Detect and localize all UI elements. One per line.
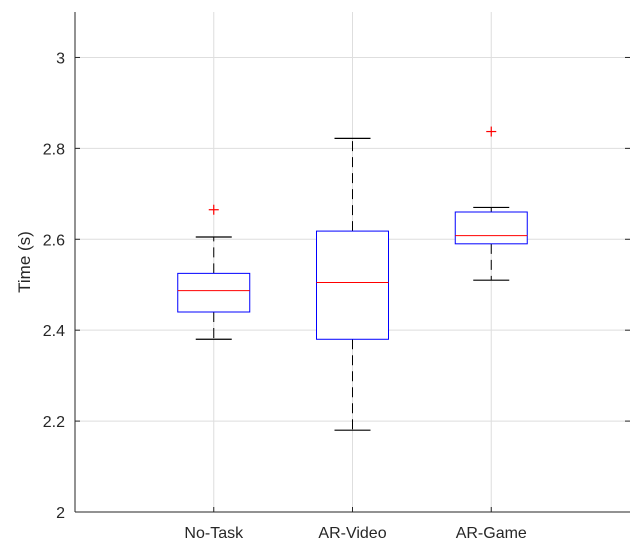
- y-tick-label: 2.8: [43, 141, 65, 158]
- box-group-no-task: [177, 204, 251, 340]
- axes-layer: 2 2.2 2.4 2.6 2.8 3 No-Task AR-Video AR-Game: [43, 12, 630, 542]
- outlier-marker: [486, 126, 497, 137]
- boxes-layer: [177, 126, 528, 431]
- y-tick-label: 2.2: [43, 414, 65, 431]
- y-tick-label: 2.6: [43, 232, 65, 249]
- outlier-marker: [208, 204, 219, 215]
- y-tick-label: 2: [56, 505, 65, 522]
- y-tick-label: 2.4: [43, 323, 65, 340]
- iqr-box: [454, 211, 528, 245]
- x-tick-label: AR-Game: [456, 525, 527, 542]
- x-tick-label: AR-Video: [318, 525, 386, 542]
- iqr-box: [316, 230, 389, 340]
- iqr-box: [177, 272, 251, 313]
- x-tick-label: No-Task: [184, 525, 244, 542]
- y-tick-label: 3: [56, 50, 65, 67]
- box-group-ar-game: [454, 126, 528, 281]
- y-axis-label: Time (s): [15, 231, 34, 293]
- box-group-ar-video: [316, 137, 389, 431]
